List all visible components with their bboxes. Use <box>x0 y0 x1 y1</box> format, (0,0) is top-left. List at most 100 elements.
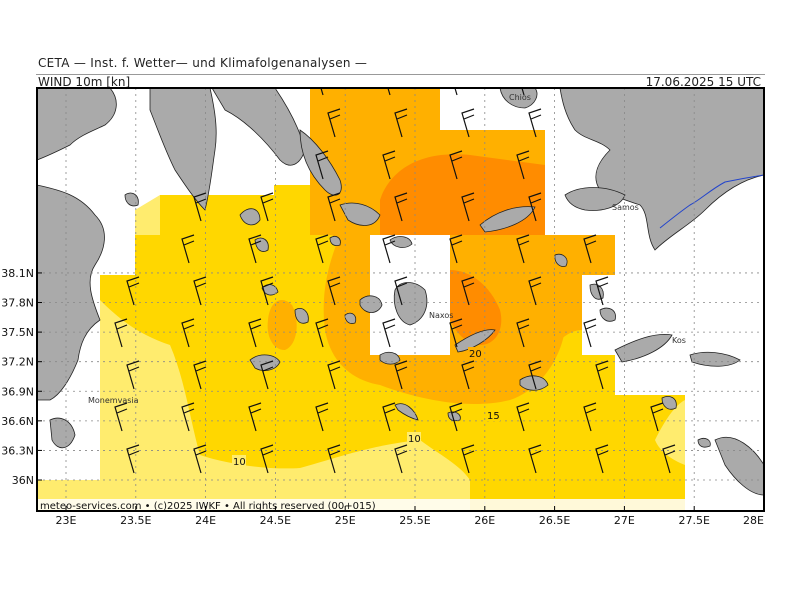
wind-barb <box>449 234 463 264</box>
wind-barb <box>193 276 207 306</box>
wind-band-20-25 <box>380 154 545 345</box>
wind-barb <box>382 318 396 348</box>
wind-barb <box>583 402 597 432</box>
wind-barb <box>461 360 475 390</box>
lat-tick-label: 37.2N <box>1 356 34 369</box>
wind-barb <box>382 402 396 432</box>
wind-barb <box>528 276 542 306</box>
wind-barb <box>650 402 664 432</box>
land-small-a <box>329 236 341 246</box>
wind-barb <box>126 276 140 306</box>
lon-tick-label: 23.5E <box>120 514 151 527</box>
wind-barb <box>461 276 475 306</box>
lon-tick-label: 27E <box>614 514 635 527</box>
wind-barb <box>516 150 530 180</box>
wind-barb <box>327 444 341 474</box>
place-label-monemvasia: Monemvasia <box>88 396 139 405</box>
land-ikaria <box>479 206 536 233</box>
wind-barb <box>114 402 128 432</box>
wind-barb <box>516 318 530 348</box>
wind-barb <box>528 192 542 222</box>
contour-label-20: 20 <box>469 349 482 360</box>
chart-title: CETA — Inst. f. Wetter— und Klimafolgena… <box>38 56 368 70</box>
variable-label: WIND 10m [kn] <box>38 75 131 89</box>
wind-barb <box>461 192 475 222</box>
place-label-samos: Samos <box>612 203 639 212</box>
land-small-d <box>344 312 357 324</box>
lat-tick-label: 36.3N <box>1 444 34 457</box>
wind-barb <box>528 360 542 390</box>
wind-barb <box>193 444 207 474</box>
lon-tick-label: 25E <box>335 514 356 527</box>
land-nisyros <box>661 396 677 410</box>
land-samos <box>564 187 626 211</box>
land-rhodes <box>714 436 764 496</box>
wind-barb <box>394 360 408 390</box>
wind-barb <box>315 402 329 432</box>
wind-barb <box>126 360 140 390</box>
wind-barb <box>260 276 274 306</box>
gridlines <box>37 88 764 511</box>
wind-barb <box>193 192 207 222</box>
lat-tick-label: 37.5N <box>1 326 34 339</box>
wind-barb <box>260 360 274 390</box>
map-content: 20 15 10 10 Chios Samos Naxos Kos Monemv… <box>37 88 764 512</box>
land-aegina <box>239 208 261 226</box>
land-santorini <box>394 403 419 421</box>
land-nisos-east <box>689 351 741 367</box>
wind-barb <box>461 108 475 138</box>
wind-band-5-10-west <box>37 300 470 511</box>
lon-tick-label: 24E <box>195 514 216 527</box>
land-naxos <box>393 282 428 326</box>
land-chios <box>499 88 538 109</box>
land <box>37 88 764 496</box>
lat-tick-label: 36.6N <box>1 415 34 428</box>
wind-barb <box>595 276 609 306</box>
lon-tick-label: 26.5E <box>539 514 570 527</box>
wind-barbs <box>114 88 676 474</box>
wind-barb <box>449 402 463 432</box>
lat-tick-label: 38.1N <box>1 267 34 280</box>
wind-barb <box>394 192 408 222</box>
wind-barb <box>327 192 341 222</box>
land-attica <box>149 88 217 211</box>
border-line <box>659 174 764 229</box>
lon-tick-label: 24.5E <box>260 514 291 527</box>
lat-tick-label: 37.8N <box>1 297 34 310</box>
wind-barb <box>662 444 676 474</box>
wind-band-15-20-islet <box>267 300 297 350</box>
contour-label-10-west: 10 <box>233 457 246 468</box>
lon-tick-label: 26E <box>474 514 495 527</box>
land-kos <box>614 333 673 363</box>
footer-credit: meteo-services.com • (c)2025 IWKF • All … <box>40 501 376 512</box>
wind-barb <box>595 444 609 474</box>
lat-axis: 38.1N 37.8N 37.5N 37.2N 36.9N 36.6N 36.3N 36N <box>1 267 42 487</box>
wind-barb <box>181 234 195 264</box>
wind-barb <box>449 318 463 348</box>
land-peloponnese-south <box>37 184 105 401</box>
wind-barb <box>516 234 530 264</box>
contour-label-15: 15 <box>487 411 500 422</box>
wind-barb <box>260 192 274 222</box>
wind-barb <box>327 360 341 390</box>
subheader-bar: WIND 10m [kn] 17.06.2025 15 UTC <box>36 74 765 89</box>
wind-barb <box>394 108 408 138</box>
land-small-b <box>124 192 139 207</box>
place-labels: Chios Samos Naxos Kos Monemvasia <box>88 93 686 405</box>
land-kalymnos <box>599 307 616 322</box>
land-paros <box>359 295 383 313</box>
lon-tick-label: 28E <box>743 514 764 527</box>
wind-barb <box>528 444 542 474</box>
place-label-kos: Kos <box>672 336 686 345</box>
land-sifnos <box>294 307 309 324</box>
wind-barb <box>315 318 329 348</box>
lon-tick-label: 23E <box>56 514 77 527</box>
wind-barb <box>193 360 207 390</box>
wind-barb <box>394 276 408 306</box>
wind-barb <box>382 234 396 264</box>
wind-barb <box>583 234 597 264</box>
wind-barb <box>327 276 341 306</box>
valid-time-label: 17.06.2025 15 UTC <box>645 75 761 89</box>
wind-barb <box>315 150 329 180</box>
